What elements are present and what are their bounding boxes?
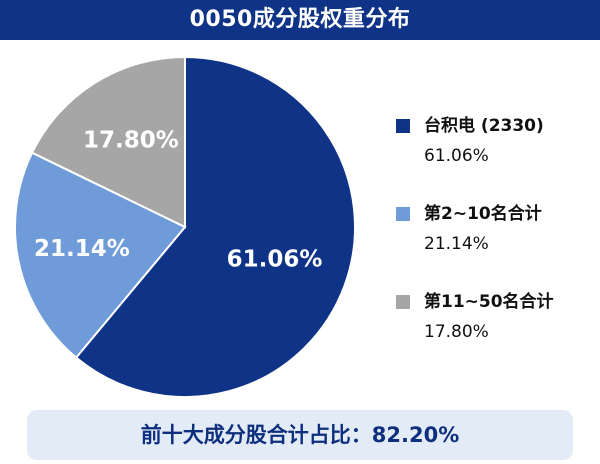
legend-name: 第11~50名合计: [424, 292, 554, 312]
legend: 台积电 (2330) 61.06% 第2~10名合计 21.14% 第11~50…: [396, 112, 596, 376]
pie-chart: 61.06% 21.14% 17.80%: [14, 55, 356, 398]
slice-top2-10: [14, 151, 187, 359]
slice-top2-10-label: 21.14%: [34, 236, 130, 262]
legend-item-top2-10: 第2~10名合计 21.14%: [396, 200, 596, 288]
slice-top11-50-label: 17.80%: [83, 128, 179, 154]
slice-top11-50: [30, 55, 186, 229]
summary-banner: 前十大成分股合计占比：82.20%: [27, 410, 573, 460]
legend-name: 第2~10名合计: [424, 204, 542, 224]
legend-value: 17.80%: [424, 322, 489, 342]
chart-title: 0050成分股权重分布: [0, 0, 600, 40]
legend-item-tsmc: 台积电 (2330) 61.06%: [396, 112, 596, 200]
legend-swatch: [396, 119, 410, 133]
legend-swatch: [396, 207, 410, 221]
legend-name: 台积电 (2330): [424, 116, 544, 136]
legend-value: 21.14%: [424, 234, 489, 254]
legend-swatch: [396, 295, 410, 309]
slice-tsmc: [74, 55, 356, 398]
legend-item-top11-50: 第11~50名合计 17.80%: [396, 288, 596, 376]
legend-value: 61.06%: [424, 146, 489, 166]
slice-tsmc-label: 61.06%: [227, 246, 323, 272]
